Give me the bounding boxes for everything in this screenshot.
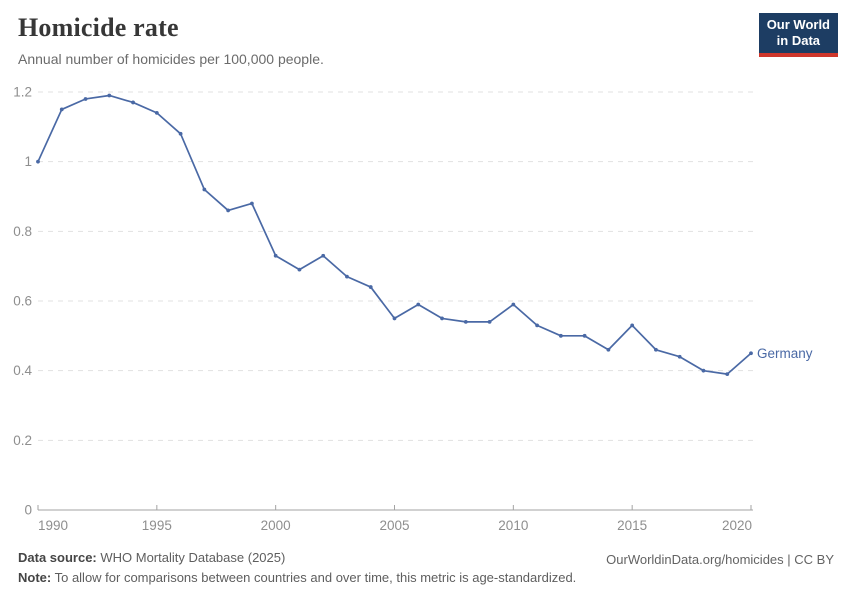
y-tick-label: 0.8 <box>13 224 32 239</box>
data-point[interactable] <box>202 187 207 192</box>
data-source-label: Data source: <box>18 549 97 565</box>
data-source-line: Data source: WHO Mortality Database (202… <box>18 548 834 568</box>
note-line: Note: To allow for comparisons between c… <box>18 568 834 588</box>
data-point[interactable] <box>511 302 516 307</box>
data-point[interactable] <box>606 347 611 352</box>
data-point[interactable] <box>440 316 444 321</box>
y-tick-label: 0.6 <box>13 294 32 309</box>
x-tick-label: 1990 <box>38 518 68 533</box>
series-line <box>37 94 752 375</box>
x-tick-label: 1995 <box>142 518 172 533</box>
x-tick-label: 2015 <box>617 518 647 533</box>
y-tick-label: 1 <box>24 154 32 169</box>
footer-right-link[interactable]: OurWorldinData.org/homicides | CC BY <box>606 551 834 567</box>
data-point[interactable] <box>463 320 468 324</box>
x-tick-label: 2020 <box>722 518 752 533</box>
data-point[interactable] <box>368 285 373 289</box>
data-point[interactable] <box>701 368 706 373</box>
page-title: Homicide rate <box>18 13 179 42</box>
data-point[interactable] <box>178 131 183 136</box>
data-point[interactable] <box>297 267 302 272</box>
data-point[interactable] <box>630 323 635 328</box>
data-source-text: WHO Mortality Database (2025) <box>96 549 286 565</box>
data-point[interactable] <box>654 347 658 352</box>
data-point[interactable] <box>321 253 326 258</box>
y-tick-label: 0.4 <box>13 363 32 378</box>
y-tick-label: 0.2 <box>13 433 32 448</box>
header: Homicide rate Annual number of homicides… <box>18 13 324 67</box>
data-point[interactable] <box>558 333 563 338</box>
data-point[interactable] <box>677 354 682 359</box>
x-tick-label: 2010 <box>498 518 528 533</box>
data-point[interactable] <box>392 316 397 321</box>
y-tick-label: 1.2 <box>13 85 32 100</box>
data-point[interactable] <box>226 208 231 213</box>
owid-logo-line1: Our World <box>766 17 830 32</box>
x-tick-label: 2000 <box>261 518 291 533</box>
data-point[interactable] <box>487 320 492 324</box>
data-point[interactable] <box>83 97 88 101</box>
data-point[interactable] <box>345 274 349 279</box>
note-label: Note: <box>18 569 52 585</box>
data-point[interactable] <box>131 100 135 105</box>
data-point[interactable] <box>59 107 64 112</box>
data-point[interactable] <box>582 333 587 338</box>
footer: Data source: WHO Mortality Database (202… <box>18 548 834 588</box>
data-point[interactable] <box>250 201 254 206</box>
y-tick-label: 0 <box>24 503 32 518</box>
x-tick-label: 2005 <box>379 518 409 533</box>
series-end-label: Germany <box>757 346 813 361</box>
data-point[interactable] <box>107 93 112 98</box>
data-point[interactable] <box>535 323 539 328</box>
owid-logo-line2: in Data <box>776 33 821 49</box>
data-point[interactable] <box>416 302 421 307</box>
data-point[interactable] <box>749 351 753 356</box>
data-point[interactable] <box>154 111 159 115</box>
data-point[interactable] <box>273 253 278 258</box>
data-point[interactable] <box>725 372 730 377</box>
note-text: To allow for comparisons between countri… <box>51 569 577 585</box>
page-subtitle: Annual number of homicides per 100,000 p… <box>18 51 324 67</box>
owid-logo: Our World in Data <box>758 13 838 57</box>
data-point[interactable] <box>36 159 40 164</box>
